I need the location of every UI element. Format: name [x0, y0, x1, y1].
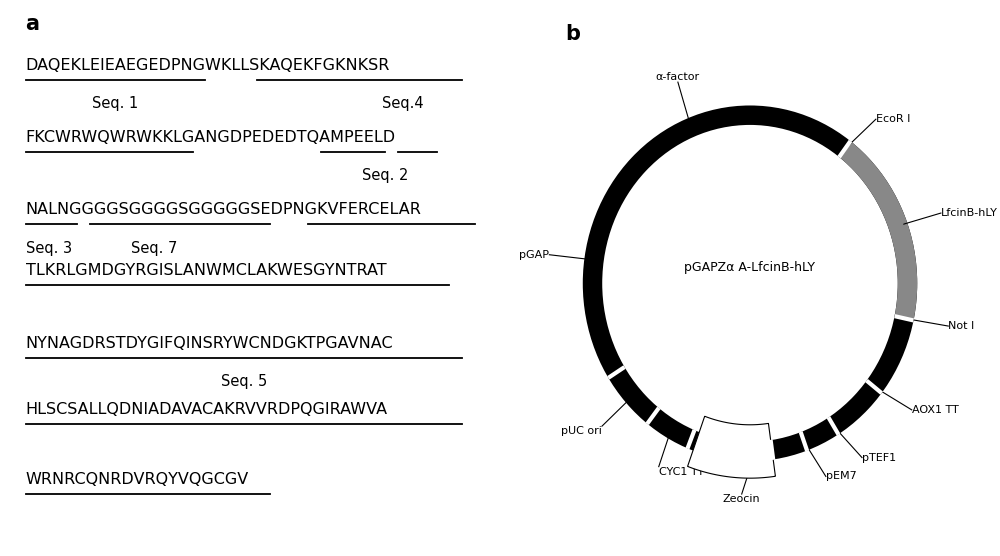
Text: Seq. 3: Seq. 3: [26, 241, 72, 256]
Text: pTEF1: pTEF1: [862, 453, 896, 463]
Text: Seq. 1: Seq. 1: [92, 96, 139, 111]
Text: WRNRCQNRDVRQYVQGCGV: WRNRCQNRDVRQYVQGCGV: [26, 471, 249, 486]
Text: HLSCSALLQDNIADAVACAKRVVRDPQGIRAWVA: HLSCSALLQDNIADAVACAKRVVRDPQGIRAWVA: [26, 402, 388, 417]
Text: α-factor: α-factor: [656, 72, 700, 82]
Text: Seq. 7: Seq. 7: [131, 241, 177, 256]
Polygon shape: [601, 195, 620, 227]
Text: NALNGGGGSGGGGSGGGGGSEDPNGKVFERCELAR: NALNGGGGSGGGGSGGGGGSEDPNGKVFERCELAR: [26, 202, 421, 217]
Text: pUC ori: pUC ori: [561, 426, 602, 436]
Polygon shape: [888, 214, 904, 247]
Text: AOX1 TT: AOX1 TT: [912, 405, 958, 415]
Text: Not I: Not I: [948, 321, 975, 331]
Text: Seq.4: Seq.4: [382, 96, 424, 111]
Text: FKCWRWQWRWKKLGANGDPEDEDTQAMPEELD: FKCWRWQWRWKKLGANGDPEDEDTQAMPEELD: [26, 130, 396, 145]
Text: pGAPZα A-LfcinB-hLY: pGAPZα A-LfcinB-hLY: [684, 261, 816, 274]
Polygon shape: [708, 108, 739, 122]
Text: b: b: [565, 24, 580, 44]
Text: EcoR I: EcoR I: [876, 114, 910, 124]
Text: CYC1 TT: CYC1 TT: [659, 466, 704, 476]
Polygon shape: [774, 441, 805, 457]
Polygon shape: [688, 416, 775, 478]
Text: Zeocin: Zeocin: [723, 494, 761, 504]
Text: TLKRLGMDGYRGISLANWMCLAKWESGYNTRAT: TLKRLGMDGYRGISLANWMCLAKWESGYNTRAT: [26, 263, 386, 278]
Text: a: a: [26, 14, 40, 34]
Text: pGAP: pGAP: [519, 250, 549, 260]
Text: NYNAGDRSTDYGIFQINSRYWCNDGKTPGAVNAC: NYNAGDRSTDYGIFQINSRYWCNDGKTPGAVNAC: [26, 335, 393, 350]
Text: DAQEKLEIEAEGEDPNGWKLLSKAQEKFGKNKSR: DAQEKLEIEAEGEDPNGWKLLSKAQEKFGKNKSR: [26, 57, 390, 72]
Polygon shape: [590, 323, 607, 356]
Text: pEM7: pEM7: [826, 471, 857, 481]
Polygon shape: [633, 396, 660, 423]
Text: LfcinB-hLY: LfcinB-hLY: [941, 208, 998, 218]
Text: Seq. 2: Seq. 2: [362, 168, 408, 183]
Text: Seq. 5: Seq. 5: [221, 374, 267, 389]
